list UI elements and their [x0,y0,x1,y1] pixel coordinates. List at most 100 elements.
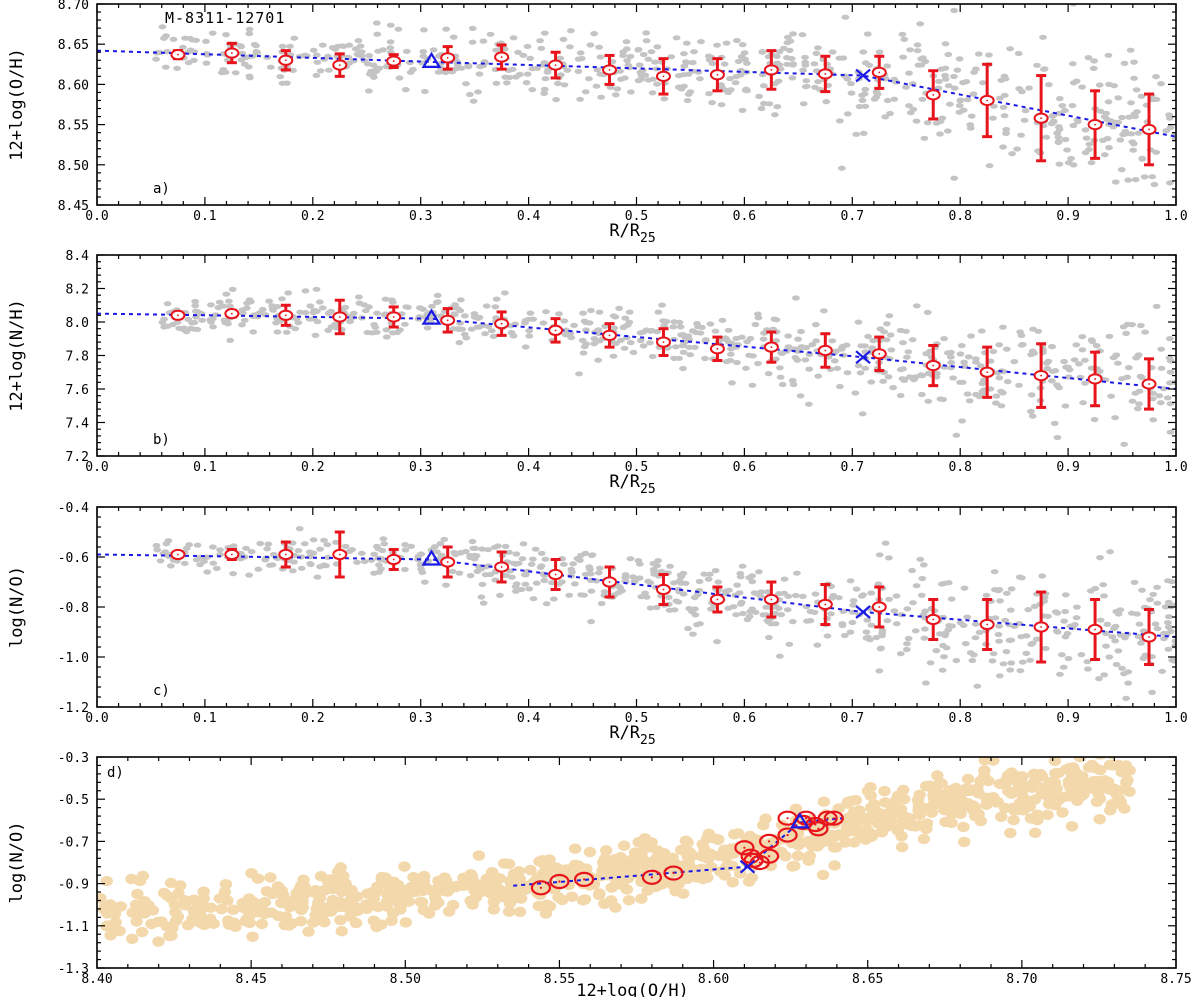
spaxel-point [886,332,895,338]
spaxel-point [885,817,899,829]
spaxel-point [817,796,831,807]
spaxel-point [580,344,589,350]
panel-a: 0.0 0.1 0.2 0.3 0.4 0.5 0.6 0.7 0.8 0.9 1.08.458.5… [7,0,1188,246]
spaxel-point [963,614,972,620]
x-tick-label: 0.7 [841,460,864,475]
spaxel-point [612,870,625,881]
spaxel-point [947,596,956,602]
spaxel-point [1006,667,1015,673]
spaxel-point [1017,805,1030,816]
spaxel-point [1076,771,1089,782]
binned-marker-dot [986,623,989,626]
binned-point [734,840,755,856]
spaxel-point [466,91,474,98]
spaxel-point [906,47,914,53]
spaxel-point [851,390,860,396]
panel-c-break-triangle [421,549,442,566]
binned-marker-dot [716,598,719,601]
panel-c-spaxel-cloud [152,526,1176,707]
spaxel-point [856,370,865,376]
binned-marker-dot [770,69,773,71]
spaxel-point [969,652,978,658]
spaxel-point [953,67,962,73]
spaxel-point [999,324,1007,330]
spaxel-point [754,311,762,317]
binned-marker-dot [662,588,665,591]
binned-marker-dot [1040,626,1043,628]
spaxel-point [892,593,901,599]
x-tick-label: 0.8 [948,711,971,726]
spaxel-point [192,901,205,912]
spaxel-point [943,128,952,134]
spaxel-point [1078,347,1087,353]
spaxel-point [335,886,348,897]
spaxel-point [1082,783,1096,794]
spaxel-point [922,680,930,686]
spaxel-point [131,888,144,900]
spaxel-point [1103,116,1111,122]
spaxel-point [167,563,175,569]
spaxel-point [208,316,217,322]
spaxel-point [114,901,128,912]
y-tick-label: 8.65 [58,38,89,53]
y-tick-label: -0.7 [58,835,89,850]
spaxel-point [653,44,662,50]
spaxel-point [908,567,916,574]
spaxel-point [213,893,226,904]
spaxel-point [733,359,741,366]
spaxel-point [950,85,959,91]
spaxel-point [843,111,852,117]
spaxel-point [995,811,1008,822]
spaxel-point [959,80,967,86]
spaxel-point [1013,146,1021,152]
spaxel-point [705,571,714,577]
spaxel-point [861,86,870,92]
spaxel-point [541,76,550,82]
spaxel-point [365,53,373,59]
spaxel-point [1112,352,1121,358]
spaxel-point [1162,128,1171,134]
spaxel-point [616,68,624,74]
spaxel-point [327,308,335,314]
spaxel-point [1127,100,1135,106]
spaxel-point [1040,66,1049,72]
spaxel-point [728,829,741,840]
spaxel-point [783,607,792,613]
spaxel-point [598,853,612,864]
spaxel-point [662,318,671,325]
spaxel-point [679,591,688,597]
spaxel-point [312,897,325,908]
spaxel-point [944,83,953,89]
spaxel-point [682,862,695,873]
x-tick-label: 0.7 [841,711,864,726]
spaxel-point [163,301,172,307]
spaxel-point [864,333,872,340]
spaxel-point [797,345,806,351]
y-tick-label: 8.0 [66,316,89,331]
spaxel-point [1027,408,1035,414]
spaxel-point [666,563,674,569]
spaxel-point [1017,342,1026,348]
spaxel-point [828,860,841,871]
spaxel-point [1114,360,1122,366]
y-tick-label: -1.2 [58,701,89,716]
spaxel-point [289,568,297,574]
spaxel-point [724,89,733,96]
spaxel-point [972,391,980,398]
spaxel-point [245,73,254,79]
spaxel-point [1167,579,1176,585]
spaxel-point [563,67,572,73]
spaxel-point [1048,757,1062,767]
spaxel-point [294,548,303,554]
spaxel-point [848,619,857,626]
spaxel-point [780,576,789,582]
spaxel-point [138,908,151,919]
spaxel-point [904,635,913,642]
spaxel-point [492,883,505,895]
spaxel-point [585,564,594,570]
spaxel-point [284,290,293,296]
spaxel-point [641,72,650,78]
spaxel-point [839,352,848,358]
spaxel-point [432,875,445,887]
binned-point [224,41,240,65]
